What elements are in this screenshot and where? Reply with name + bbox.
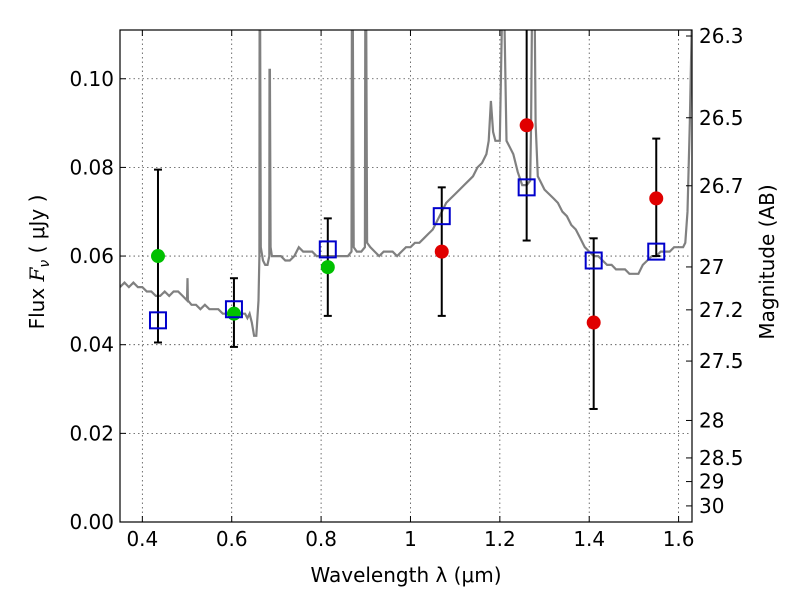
points-layer — [148, 118, 666, 330]
model-square — [517, 178, 536, 197]
model-square — [318, 240, 337, 259]
y-tick-label: 0.06 — [69, 244, 114, 268]
y-tick-label: 0.00 — [69, 510, 114, 534]
model-square — [224, 300, 243, 319]
red-data-point — [649, 191, 664, 206]
y-axis-label-symbol: F — [25, 266, 49, 282]
right-tick-label: 30 — [699, 494, 724, 518]
y-axis-label-pre: Flux — [25, 281, 49, 329]
green-data-point — [150, 249, 165, 264]
y-axis-label-subscript: ν — [37, 260, 53, 268]
x-tick-label: 0.4 — [126, 527, 158, 551]
right-tick-label: 27 — [699, 255, 724, 279]
grid — [120, 30, 692, 523]
right-tick-label: 28.5 — [699, 446, 744, 470]
errorbar-layer — [153, 30, 661, 410]
model-square — [432, 207, 451, 226]
x-tick-label: 1 — [404, 527, 417, 551]
model-square — [148, 311, 167, 330]
y-tick-label: 0.02 — [69, 421, 114, 445]
x-tick-label: 1.6 — [663, 527, 695, 551]
y-axis-label: Flux Fν ( μJy ) — [25, 195, 53, 330]
red-data-point — [519, 118, 534, 133]
ticks-layer: 0.4 0.6 0.8 1 1.2 1.4 1.6 0.00 0.02 0.04 0.06 0.08 0… — [69, 24, 743, 551]
y-tick-label: 0.04 — [69, 333, 114, 357]
green-data-point — [320, 260, 335, 275]
x-tick-label: 0.8 — [305, 527, 337, 551]
right-tick-label: 26.3 — [699, 24, 744, 48]
plot-frame — [119, 29, 693, 523]
y-tick-label: 0.08 — [69, 155, 114, 179]
x-tick-label: 1.4 — [573, 527, 605, 551]
y-axis-label-post: ( μJy ) — [25, 195, 49, 260]
x-tick-label: 1.2 — [484, 527, 516, 551]
right-tick-label: 26.5 — [699, 106, 744, 130]
spectrum-line — [120, 30, 692, 337]
right-tick-label: 27.5 — [699, 349, 744, 373]
model-square — [584, 251, 603, 270]
model-square — [647, 242, 666, 261]
green-data-point — [226, 306, 241, 321]
x-axis-label: Wavelength λ (μm) — [310, 563, 501, 587]
red-data-point — [586, 315, 601, 330]
spectrum-layer — [120, 30, 692, 337]
right-tick-label: 27.2 — [699, 298, 744, 322]
x-tick-label: 0.6 — [216, 527, 248, 551]
y-tick-label: 0.10 — [69, 67, 114, 91]
right-tick-label: 29 — [699, 470, 724, 494]
right-tick-label: 26.7 — [699, 174, 744, 198]
right-axis-label: Magnitude (AB) — [755, 184, 779, 339]
red-data-point — [434, 244, 449, 259]
right-tick-label: 28 — [699, 408, 724, 432]
